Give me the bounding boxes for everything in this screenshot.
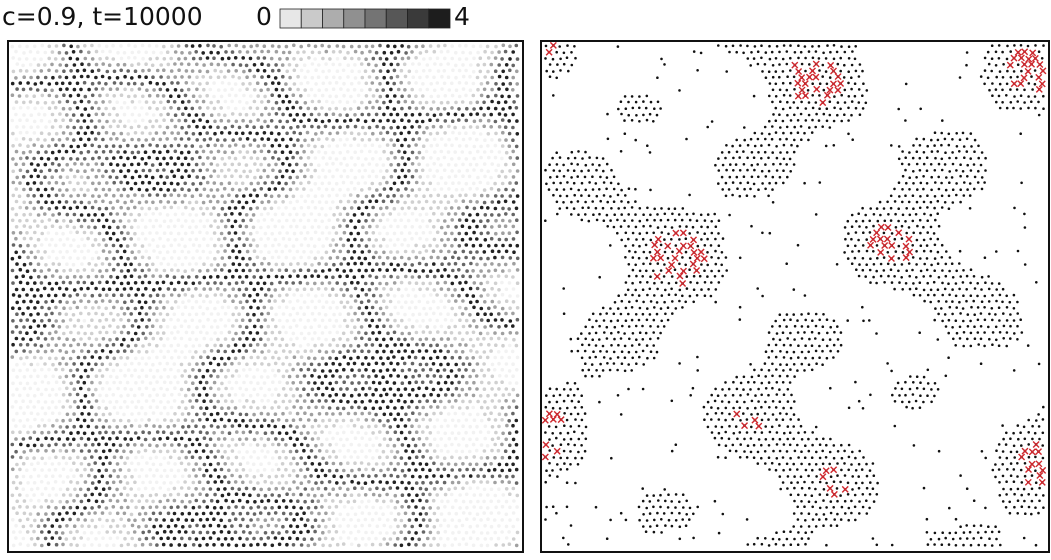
colorbar-max: 4 <box>454 2 470 31</box>
left-frame <box>7 40 524 553</box>
colorbar <box>279 8 451 29</box>
particles <box>544 44 1045 547</box>
colorbar-step <box>385 8 408 29</box>
particles <box>10 44 520 548</box>
colorbar-step <box>428 8 451 29</box>
colorbar-min: 0 <box>256 2 272 31</box>
right-panel <box>541 41 1047 547</box>
colorbar-step <box>322 8 345 29</box>
particles <box>10 43 520 548</box>
colorbar-step <box>343 8 366 29</box>
colorbar-step <box>364 8 387 29</box>
particles <box>10 43 520 548</box>
particles <box>10 43 520 547</box>
panel-label: c=0.9, t=10000 <box>2 2 203 31</box>
right-frame <box>540 40 1050 553</box>
defects <box>541 41 1047 498</box>
colorbar-step <box>300 8 323 29</box>
particles <box>10 43 520 548</box>
colorbar-step <box>407 8 430 29</box>
colorbar-step <box>279 8 302 29</box>
left-panel <box>10 43 520 548</box>
